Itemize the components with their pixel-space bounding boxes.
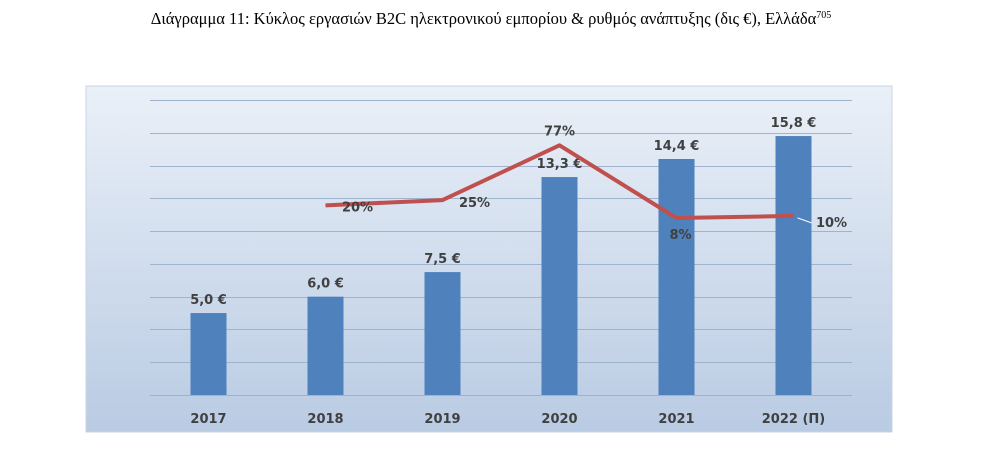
bar-data-label: 7,5 € [424, 252, 461, 267]
bar-data-label: 6,0 € [307, 277, 344, 292]
x-axis-tick-labels: 2017 2018 2019 2020 2021 2022 (Π) [190, 412, 825, 427]
line-data-label: 25% [459, 196, 490, 211]
bar [541, 177, 578, 395]
line-data-label: 20% [342, 200, 373, 215]
bar [190, 313, 227, 395]
line-data-label: 10% [816, 216, 847, 231]
x-tick-label: 2020 [541, 412, 577, 427]
chart-background [85, 85, 893, 433]
bar [424, 272, 461, 395]
caption-footnote: 705 [816, 10, 832, 21]
chart-caption: Διάγραμμα 11: Κύκλος εργασιών B2C ηλεκτρ… [0, 9, 982, 29]
bar-series [190, 136, 812, 396]
line-data-label: 77% [544, 124, 575, 139]
bar-data-label: 14,4 € [654, 139, 700, 154]
gridlines [150, 100, 852, 396]
x-tick-label: 2021 [658, 412, 694, 427]
bar-data-labels: 5,0 € 6,0 € 7,5 € 13,3 € 14,4 € 15,8 € [190, 116, 816, 308]
x-tick-label: 2019 [424, 412, 460, 427]
line-data-labels: 20% 25% 77% 8% 10% [342, 124, 847, 243]
bar-data-label: 13,3 € [537, 157, 583, 172]
x-tick-label: 2017 [190, 412, 226, 427]
bar [658, 159, 695, 395]
caption-text: Διάγραμμα 11: Κύκλος εργασιών B2C ηλεκτρ… [150, 9, 817, 28]
bar [307, 296, 344, 395]
bar-data-label: 5,0 € [190, 293, 227, 308]
x-tick-label: 2022 (Π) [762, 412, 825, 427]
x-tick-label: 2018 [307, 412, 343, 427]
leader-line [797, 217, 812, 224]
bar-data-label: 15,8 € [771, 116, 817, 131]
line-data-label: 8% [669, 228, 691, 243]
bar [775, 136, 812, 396]
line-series [325, 143, 794, 220]
